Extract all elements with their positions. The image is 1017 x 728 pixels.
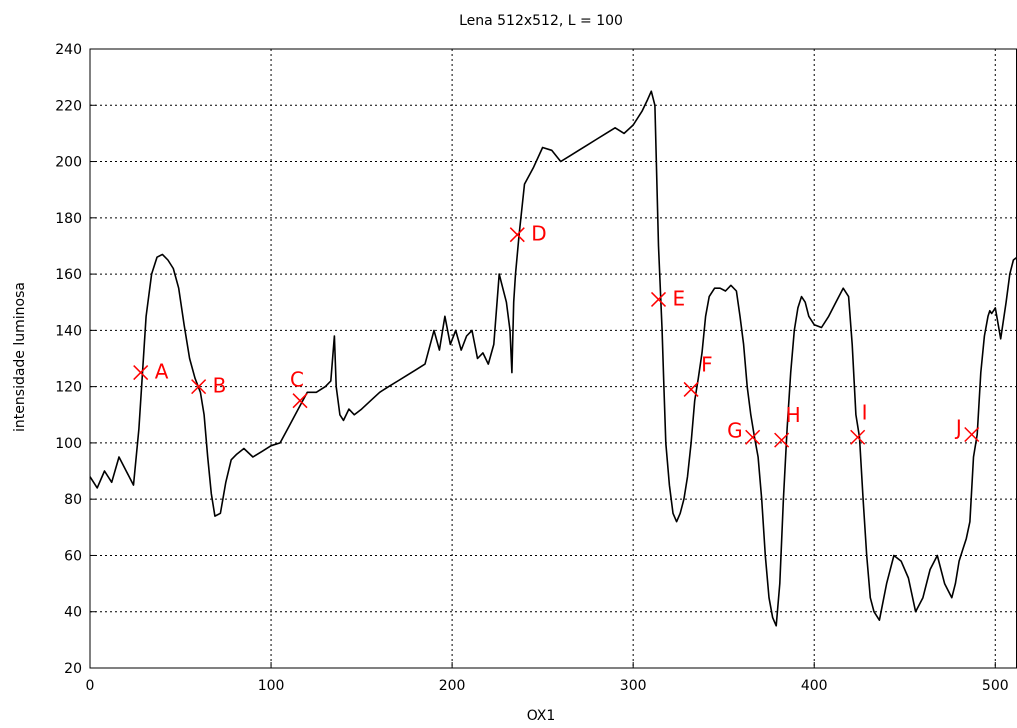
marker-label: I <box>862 400 868 424</box>
marker-cross <box>850 429 866 445</box>
x-tick-label: 400 <box>801 678 828 694</box>
marker-label: C <box>290 368 304 392</box>
x-axis-title: OX1 <box>527 708 556 724</box>
marker-label: E <box>673 286 686 310</box>
y-tick-label: 240 <box>55 42 82 58</box>
x-tick-label: 200 <box>439 678 466 694</box>
y-tick-label: 80 <box>64 492 82 508</box>
marker-group: A B C D E F G H I J <box>133 222 980 448</box>
y-tick-label: 20 <box>64 661 82 677</box>
y-tick-label: 140 <box>55 323 82 339</box>
x-tick-label: 300 <box>620 678 647 694</box>
axis-ticks: 0 100 200 300 400 500 20 40 60 80 100 120 140 160 180 2… <box>55 42 1008 694</box>
marker-label: G <box>727 418 743 442</box>
chart-title: Lena 512x512, L = 100 <box>459 13 623 29</box>
marker-label: D <box>531 222 546 246</box>
y-tick-label: 200 <box>55 155 82 171</box>
marker-cross <box>964 426 980 442</box>
marker-cross <box>133 365 149 381</box>
y-tick-label: 40 <box>64 605 82 621</box>
marker-cross <box>292 393 308 409</box>
x-tick-label: 100 <box>258 678 285 694</box>
marker-label: B <box>213 374 227 398</box>
y-tick-label: 60 <box>64 548 82 564</box>
plot-frame <box>89 48 1017 669</box>
x-tick-label: 0 <box>86 678 95 694</box>
marker-cross <box>774 432 790 448</box>
marker-label: F <box>701 352 713 376</box>
marker-cross <box>745 429 761 445</box>
y-tick-label: 120 <box>55 380 82 396</box>
marker-label: H <box>786 403 801 427</box>
y-tick-label: 180 <box>55 211 82 227</box>
y-tick-label: 160 <box>55 267 82 283</box>
marker-label: A <box>155 360 169 384</box>
marker-e: E <box>650 286 686 310</box>
marker-c: C <box>290 368 308 409</box>
marker-g: G <box>727 418 761 445</box>
series-group <box>89 90 1017 627</box>
y-axis-title: intensidade luminosa <box>12 282 28 432</box>
marker-i: I <box>850 400 868 445</box>
marker-f: F <box>683 352 713 397</box>
series-line <box>89 90 1017 627</box>
y-tick-label: 220 <box>55 98 82 114</box>
marker-d: D <box>509 222 547 246</box>
marker-h: H <box>774 403 801 448</box>
y-tick-label: 100 <box>55 436 82 452</box>
grid-lines <box>90 49 1017 668</box>
marker-cross <box>191 379 207 395</box>
marker-cross <box>683 381 699 397</box>
marker-j: J <box>954 415 980 442</box>
marker-cross <box>509 227 525 243</box>
marker-b: B <box>191 374 227 398</box>
marker-a: A <box>133 360 169 384</box>
marker-cross <box>650 291 667 307</box>
marker-label: J <box>954 415 962 439</box>
x-tick-label: 500 <box>982 678 1009 694</box>
